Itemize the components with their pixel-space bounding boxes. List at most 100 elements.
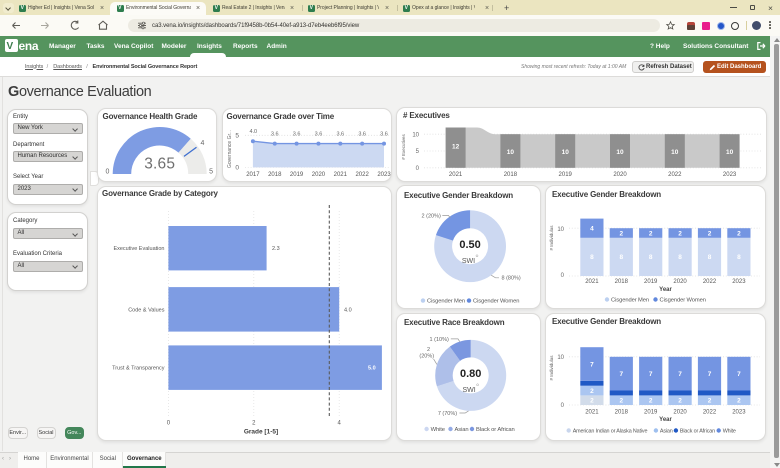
svg-text:Black or African: Black or African: [680, 428, 715, 434]
svg-text:2: 2: [649, 397, 653, 404]
svg-text:7: 7: [649, 370, 653, 377]
svg-text:2023: 2023: [732, 279, 746, 285]
svg-text:# Executives: # Executives: [401, 133, 406, 159]
svg-text:Cisgender Men: Cisgender Men: [427, 299, 465, 305]
svg-text:2: 2: [427, 347, 430, 353]
svg-text:Code & Values: Code & Values: [128, 307, 165, 313]
svg-text:8: 8: [737, 254, 741, 261]
svg-text:2018: 2018: [504, 171, 518, 177]
svg-text:American Indian or Alaska Nati: American Indian or Alaska Native: [573, 428, 648, 434]
svg-text:2019: 2019: [559, 171, 573, 177]
svg-text:White: White: [723, 428, 736, 434]
svg-text:2: 2: [737, 397, 741, 404]
svg-text:1 (10%): 1 (10%): [430, 336, 449, 342]
svg-text:0: 0: [166, 421, 170, 427]
svg-text:10: 10: [412, 132, 419, 138]
svg-text:4: 4: [200, 140, 204, 147]
svg-text:2: 2: [590, 397, 594, 404]
svg-text:2023: 2023: [377, 172, 391, 178]
svg-text:3.65: 3.65: [144, 155, 175, 172]
svg-text:5.0: 5.0: [368, 366, 376, 372]
svg-text:10: 10: [616, 149, 624, 156]
svg-text:2: 2: [649, 230, 653, 237]
svg-text:10: 10: [671, 149, 679, 156]
svg-text:2021: 2021: [334, 172, 348, 178]
svg-text:5: 5: [235, 132, 239, 139]
svg-text:2: 2: [252, 421, 256, 427]
svg-text:Year: Year: [659, 287, 672, 293]
svg-text:7 (70%): 7 (70%): [438, 411, 457, 417]
svg-text:8: 8: [619, 254, 623, 261]
svg-text:7: 7: [737, 370, 741, 377]
svg-text:2: 2: [678, 230, 682, 237]
svg-text:8 (80%): 8 (80%): [502, 276, 521, 282]
svg-text:(20%): (20%): [419, 353, 434, 359]
svg-text:2019: 2019: [290, 172, 304, 178]
svg-text:Asian: Asian: [455, 427, 469, 433]
svg-text:8: 8: [590, 254, 594, 261]
svg-text:2020: 2020: [312, 172, 326, 178]
svg-text:7: 7: [678, 370, 682, 377]
svg-text:2020: 2020: [613, 171, 627, 177]
svg-text:3.6: 3.6: [358, 131, 366, 137]
svg-text:SWI: SWI: [462, 387, 475, 394]
svg-text:7: 7: [619, 370, 623, 377]
svg-text:0: 0: [561, 403, 565, 409]
svg-text:2: 2: [678, 397, 682, 404]
svg-text:2023: 2023: [723, 171, 737, 177]
svg-text:SWI: SWI: [462, 258, 475, 265]
svg-text:2018: 2018: [615, 409, 629, 415]
svg-text:10: 10: [557, 355, 564, 361]
svg-text:Cisgender Women: Cisgender Women: [473, 299, 519, 305]
svg-text:4: 4: [337, 421, 341, 427]
svg-text:Grade [1-5]: Grade [1-5]: [243, 429, 277, 436]
svg-text:2021: 2021: [585, 409, 599, 415]
svg-text:2: 2: [708, 230, 712, 237]
svg-text:2: 2: [590, 387, 594, 394]
svg-text:0: 0: [561, 273, 565, 279]
svg-text:2019: 2019: [644, 279, 658, 285]
svg-text:0.80: 0.80: [460, 368, 481, 380]
svg-text:Governance Gr...: Governance Gr...: [227, 129, 233, 167]
svg-text:2: 2: [737, 230, 741, 237]
svg-text:# Individulas: # Individulas: [549, 225, 554, 251]
svg-text:2 (20%): 2 (20%): [422, 213, 441, 219]
svg-text:2022: 2022: [703, 279, 717, 285]
svg-text:8: 8: [678, 254, 682, 261]
svg-text:5: 5: [416, 149, 420, 155]
svg-text:0: 0: [416, 166, 420, 172]
svg-text:White: White: [431, 427, 445, 433]
svg-text:7: 7: [590, 361, 594, 368]
svg-text:4: 4: [590, 226, 594, 233]
svg-text:2: 2: [619, 397, 623, 404]
svg-text:3.6: 3.6: [315, 131, 323, 137]
svg-text:Trust & Transparency: Trust & Transparency: [112, 366, 165, 372]
svg-text:2022: 2022: [668, 171, 682, 177]
svg-text:2.3: 2.3: [272, 246, 280, 252]
svg-text:Cisgender Women: Cisgender Women: [660, 298, 706, 304]
svg-text:Year: Year: [659, 417, 672, 423]
svg-text:2018: 2018: [615, 279, 629, 285]
svg-text:2022: 2022: [703, 409, 717, 415]
svg-text:2017: 2017: [246, 172, 260, 178]
svg-text:3.6: 3.6: [271, 131, 279, 137]
svg-text:8: 8: [708, 254, 712, 261]
svg-text:10: 10: [507, 149, 515, 156]
svg-text:7: 7: [708, 370, 712, 377]
svg-text:Cisgender Men: Cisgender Men: [611, 298, 649, 304]
svg-text:2020: 2020: [673, 279, 687, 285]
svg-text:3.6: 3.6: [336, 131, 344, 137]
svg-text:Asian: Asian: [660, 428, 673, 434]
svg-text:0: 0: [235, 164, 239, 171]
svg-text:Black or African: Black or African: [476, 427, 515, 433]
svg-text:3.6: 3.6: [380, 131, 388, 137]
svg-text:10: 10: [726, 149, 734, 156]
svg-text:Executive Evaluation: Executive Evaluation: [113, 246, 164, 252]
svg-text:12: 12: [452, 143, 460, 150]
svg-text:2021: 2021: [449, 171, 463, 177]
svg-text:8: 8: [649, 254, 653, 261]
svg-text:2018: 2018: [268, 172, 282, 178]
svg-text:0.50: 0.50: [459, 239, 480, 251]
svg-text:10: 10: [557, 227, 564, 233]
svg-text:2019: 2019: [644, 409, 658, 415]
